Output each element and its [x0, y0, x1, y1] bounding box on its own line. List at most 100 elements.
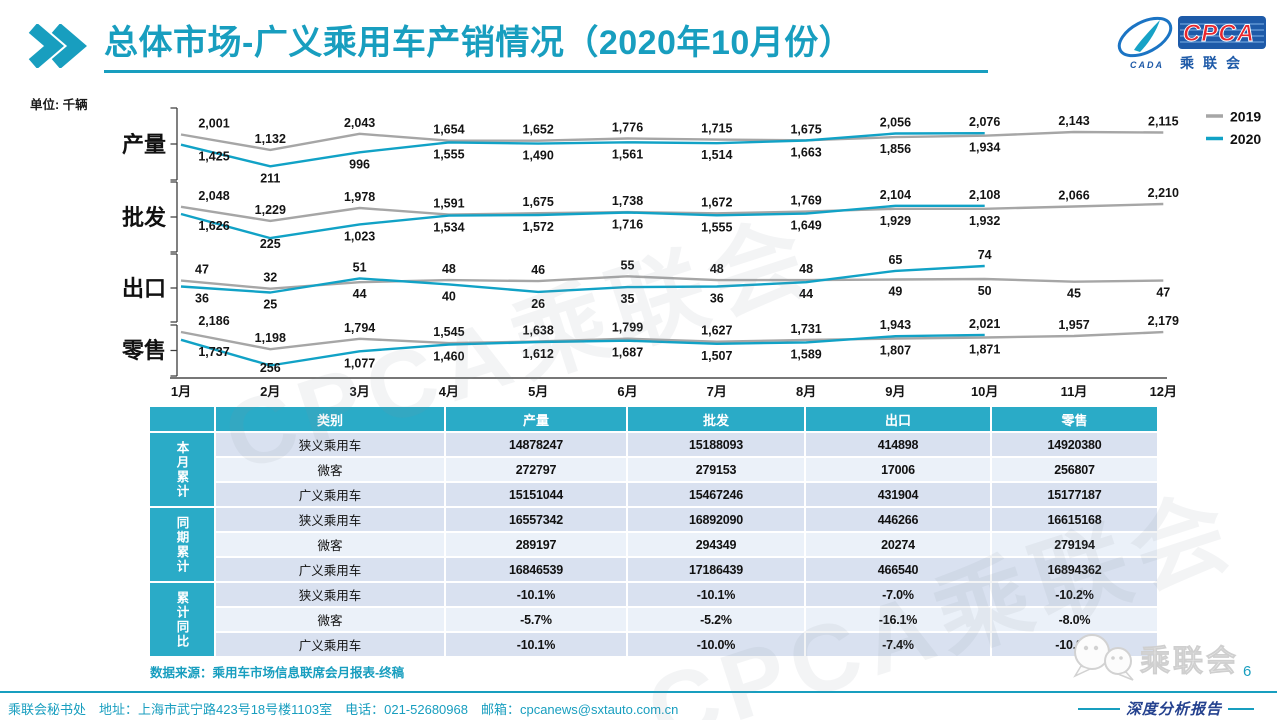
- data-label: 1,738: [612, 194, 643, 208]
- value-cell: 14920380: [992, 433, 1157, 456]
- data-label: 1,794: [344, 321, 375, 335]
- month-label: 7月: [707, 384, 727, 399]
- data-label: 1,672: [701, 195, 732, 209]
- category-cell: 狭义乘用车: [216, 433, 444, 456]
- data-label: 1,555: [433, 147, 464, 161]
- page-number: 6: [1243, 663, 1252, 680]
- month-label: 10月: [971, 384, 998, 399]
- value-cell: 15467246: [628, 483, 804, 506]
- data-label: 50: [978, 284, 992, 298]
- logo-stripes: [1180, 23, 1264, 43]
- data-label: 211: [260, 171, 280, 185]
- report-tag-line-right: [1228, 707, 1255, 710]
- value-cell: -10.1%: [446, 583, 626, 606]
- data-label: 1,612: [523, 347, 554, 361]
- data-label: 2,043: [344, 116, 375, 130]
- table-group-label: 累计同比: [150, 583, 214, 656]
- data-label: 2,179: [1148, 314, 1179, 328]
- table-group-label: 本月累计: [150, 433, 214, 506]
- value-cell: 256807: [992, 458, 1157, 481]
- data-label: 1,229: [255, 203, 286, 217]
- value-cell: -10.2%: [992, 583, 1157, 606]
- data-label: 32: [263, 271, 277, 285]
- data-label: 1,654: [433, 123, 464, 137]
- value-cell: 272797: [446, 458, 626, 481]
- value-cell: 279153: [628, 458, 804, 481]
- value-cell: -7.0%: [806, 583, 990, 606]
- data-label: 1,799: [612, 321, 643, 335]
- data-label: 1,871: [969, 343, 1000, 357]
- data-label: 1,652: [523, 123, 554, 137]
- corner-watermark-name: 乘联会: [1140, 645, 1239, 678]
- category-cell: 微客: [216, 608, 444, 631]
- data-label: 1,507: [701, 349, 732, 363]
- value-cell: 16894362: [992, 558, 1157, 581]
- wechat-watermark: 乘联会: [1073, 634, 1239, 681]
- data-label: 48: [442, 262, 456, 276]
- table-header-corner: [150, 407, 214, 431]
- value-cell: 289197: [446, 533, 626, 556]
- data-label: 36: [195, 292, 209, 306]
- line-2020: [180, 132, 985, 168]
- data-label: 1,675: [523, 195, 554, 209]
- data-label: 1,934: [969, 141, 1000, 155]
- legend-label: 2019: [1230, 109, 1261, 125]
- value-cell: 15177187: [992, 483, 1157, 506]
- value-cell: 16892090: [628, 508, 804, 531]
- axis-bracket: [170, 107, 178, 181]
- month-label: 5月: [528, 384, 548, 399]
- unit-note: 单位: 千辆: [30, 98, 88, 112]
- data-label: 26: [531, 297, 545, 311]
- cpca-text: CPCA: [1183, 20, 1255, 47]
- data-label: 1,627: [701, 324, 732, 338]
- table-group-label: 同期累计: [150, 508, 214, 581]
- table-header-cell: 出口: [806, 407, 990, 431]
- data-label: 1,514: [701, 148, 732, 162]
- data-label: 1,023: [344, 229, 375, 243]
- value-cell: -5.7%: [446, 608, 626, 631]
- month-label: 3月: [349, 384, 369, 399]
- category-cell: 广义乘用车: [216, 633, 444, 656]
- data-label: 1,776: [612, 121, 643, 135]
- logo-name-cn: 乘联会: [1179, 55, 1249, 71]
- value-cell: 466540: [806, 558, 990, 581]
- month-label: 12月: [1150, 384, 1177, 399]
- month-label: 2月: [260, 384, 280, 399]
- logo-swoosh-ellipse: [1117, 16, 1173, 58]
- value-cell: -7.4%: [806, 633, 990, 656]
- data-label: 2,066: [1058, 189, 1089, 203]
- data-label: 2,108: [969, 188, 1000, 202]
- data-label: 1,555: [701, 220, 732, 234]
- data-label: 48: [799, 262, 813, 276]
- value-cell: 15151044: [446, 483, 626, 506]
- line-2020: [180, 264, 985, 294]
- value-cell: -5.2%: [628, 608, 804, 631]
- data-label: 1,545: [433, 325, 464, 339]
- data-label: 996: [349, 157, 370, 171]
- data-label: 47: [195, 263, 209, 277]
- value-cell: 279194: [992, 533, 1157, 556]
- data-label: 44: [799, 287, 813, 301]
- value-cell: 294349: [628, 533, 804, 556]
- data-label: 1,132: [255, 132, 286, 146]
- data-label: 1,198: [255, 331, 286, 345]
- table-header-cell: 产量: [446, 407, 626, 431]
- category-cell: 微客: [216, 458, 444, 481]
- data-label: 1,687: [612, 346, 643, 360]
- data-label: 48: [710, 262, 724, 276]
- data-label: 2,104: [880, 188, 911, 202]
- data-label: 44: [353, 287, 367, 301]
- data-label: 2,056: [880, 116, 911, 130]
- footer-divider: [0, 691, 1277, 693]
- data-label: 1,731: [790, 322, 821, 336]
- line-2020: [180, 333, 985, 367]
- cpca-logo: CADA CPCA 乘联会: [1117, 16, 1266, 71]
- data-label: 1,957: [1058, 318, 1089, 332]
- data-label: 25: [263, 298, 277, 312]
- value-cell: 17006: [806, 458, 990, 481]
- chart-row-label: 出口: [122, 276, 166, 301]
- category-cell: 狭义乘用车: [216, 508, 444, 531]
- report-tag-line-left: [1078, 707, 1120, 710]
- month-label: 4月: [439, 384, 459, 399]
- table-header-cell: 零售: [992, 407, 1157, 431]
